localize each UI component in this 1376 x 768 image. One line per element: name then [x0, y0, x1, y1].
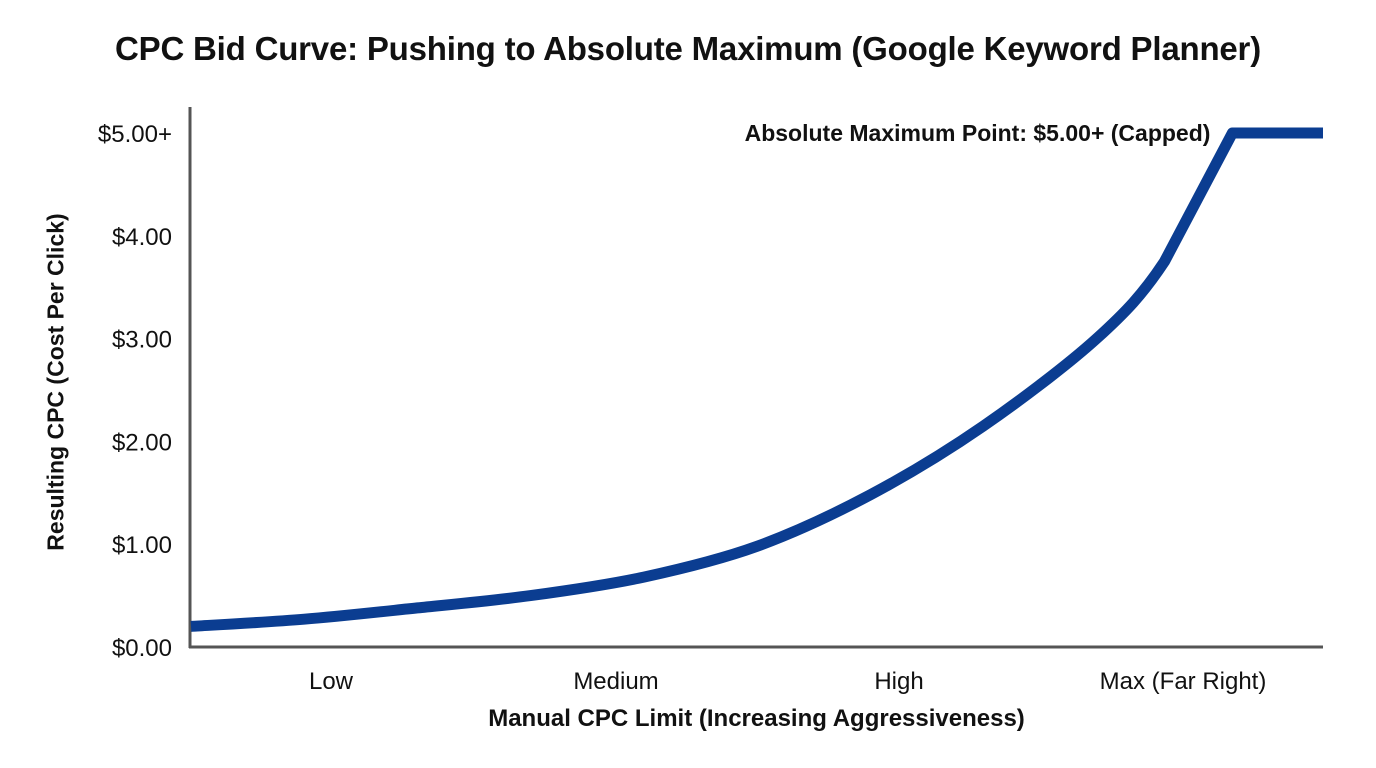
x-tick-label: High [874, 668, 923, 695]
max-point-annotation: Absolute Maximum Point: $5.00+ (Capped) [745, 120, 1211, 146]
series-line [190, 127, 1323, 632]
x-axis-label: Manual CPC Limit (Increasing Aggressiven… [488, 705, 1025, 732]
chart-title: CPC Bid Curve: Pushing to Absolute Maxim… [115, 30, 1261, 67]
y-tick-label: $4.00 [112, 224, 172, 251]
x-tick-label: Low [309, 668, 354, 695]
y-tick-label: $1.00 [112, 532, 172, 559]
y-tick-label: $3.00 [112, 327, 172, 354]
x-tick-label: Max (Far Right) [1100, 668, 1267, 695]
y-tick-label: $5.00+ [98, 121, 172, 148]
x-tick-label: Medium [573, 668, 658, 695]
y-tick-label: $2.00 [112, 429, 172, 456]
y-tick-label: $0.00 [112, 635, 172, 662]
